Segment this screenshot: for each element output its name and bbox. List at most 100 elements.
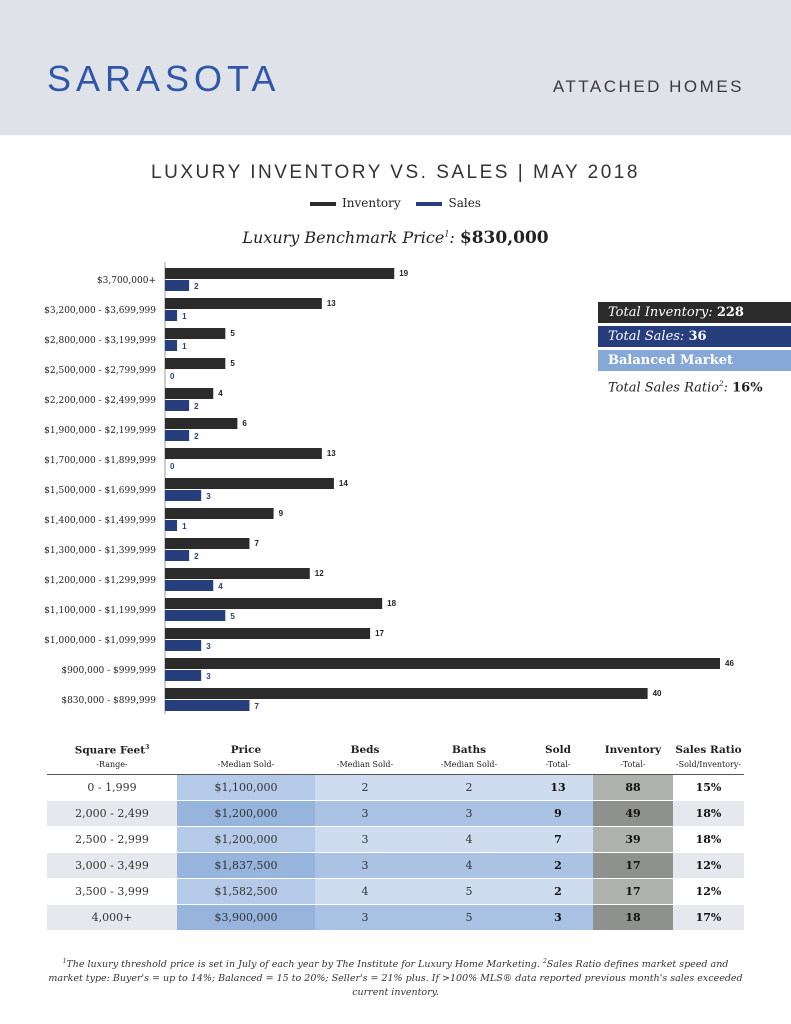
column-subheader: -Total- — [593, 758, 673, 775]
table-row: 2,500 - 2,999 $1,200,000 3 4 7 39 18% — [47, 826, 744, 853]
table-cell: 4,000+ — [47, 904, 177, 931]
column-header-title: Baths — [451, 744, 487, 756]
inventory-data-label: 17 — [375, 629, 384, 638]
inventory-data-label: 12 — [315, 569, 324, 578]
column-header-sup: 3 — [145, 743, 150, 751]
table-cell: 12% — [673, 852, 744, 879]
benchmark-label: Luxury Benchmark Price — [242, 228, 445, 247]
legend-label-inventory: Inventory — [342, 196, 401, 210]
header-banner: SARASOTA ATTACHED HOMES — [0, 0, 791, 135]
sales-data-label: 3 — [206, 642, 211, 651]
column-subheader: -Range- — [47, 758, 177, 775]
sales-bar — [165, 700, 250, 711]
table-row: 0 - 1,999 $1,100,000 2 2 13 88 15% — [47, 774, 744, 801]
inventory-data-label: 46 — [725, 659, 734, 668]
table-cell: $1,837,500 — [177, 852, 315, 879]
total-sales-label: Total Sales: — [608, 329, 685, 344]
sales-data-label: 3 — [206, 672, 211, 681]
sales-data-label: 0 — [170, 372, 175, 381]
table-cell: 4 — [415, 852, 523, 879]
total-inventory-value: 228 — [716, 305, 744, 320]
inventory-data-label: 19 — [399, 269, 408, 278]
market-type-box: Balanced Market — [598, 350, 791, 371]
category-tick-label: $1,000,000 - $1,099,999 — [44, 636, 156, 646]
sales-data-label: 2 — [194, 432, 199, 441]
category-tick-label: $3,700,000+ — [97, 276, 156, 286]
table-header-row: Square Feet3 Price Beds Baths Sold Inventory S… — [47, 740, 744, 758]
sales-data-label: 5 — [230, 612, 235, 621]
table-cell: 2 — [415, 774, 523, 801]
column-header-title: Sold — [545, 744, 571, 756]
inventory-data-label: 7 — [254, 539, 259, 548]
column-header-title: Beds — [350, 744, 380, 756]
sales-data-label: 4 — [218, 582, 223, 591]
inventory-data-label: 13 — [327, 299, 336, 308]
inventory-bar — [165, 418, 238, 429]
column-header-title: Sales Ratio — [675, 744, 742, 756]
sales-bar — [165, 490, 202, 501]
column-header: Price — [177, 740, 315, 758]
total-sales-box: Total Sales: 36 — [598, 326, 791, 347]
table-cell: 17 — [593, 878, 673, 905]
table-cell: 3 — [523, 904, 593, 931]
table-cell: 17% — [673, 904, 744, 931]
sales-data-label: 2 — [194, 282, 199, 291]
chart-legend: Inventory Sales — [0, 196, 791, 210]
table-cell: 3 — [315, 904, 415, 931]
table-row: 3,500 - 3,999 $1,582,500 4 5 2 17 12% — [47, 878, 744, 905]
inventory-bar — [165, 388, 214, 399]
column-header: Sales Ratio — [673, 740, 744, 758]
table-cell: $1,200,000 — [177, 826, 315, 853]
category-tick-label: $2,500,000 - $2,799,999 — [44, 366, 156, 376]
category-tick-label: $1,100,000 - $1,199,999 — [44, 606, 156, 616]
footnote: 1The luxury threshold price is set in Ju… — [47, 955, 744, 1000]
sales-bar — [165, 430, 190, 441]
table-cell: $1,582,500 — [177, 878, 315, 905]
table-cell: 3,500 - 3,999 — [47, 878, 177, 905]
inventory-data-label: 5 — [230, 359, 235, 368]
sales-bar — [165, 310, 178, 321]
footnote-sup-2: 2 — [542, 958, 547, 965]
inventory-bar — [165, 478, 334, 489]
sales-bar — [165, 610, 226, 621]
inventory-bar — [165, 598, 383, 609]
table-cell: 12% — [673, 878, 744, 905]
benchmark-price: Luxury Benchmark Price1: $830,000 — [0, 228, 791, 248]
column-subheader: -Median Sold- — [177, 758, 315, 775]
table-cell: 5 — [415, 904, 523, 931]
column-subheader: -Sold/Inventory- — [673, 758, 744, 775]
sales-ratio-sup: 2 — [719, 380, 724, 388]
sales-ratio-colon: : — [723, 380, 728, 396]
table-cell: 3,000 - 3,499 — [47, 852, 177, 879]
table-cell: 2,500 - 2,999 — [47, 826, 177, 853]
column-header: Inventory — [593, 740, 673, 758]
sales-data-label: 3 — [206, 492, 211, 501]
inventory-data-label: 6 — [242, 419, 247, 428]
footnote-text-1: The luxury threshold price is set in Jul… — [66, 959, 540, 971]
sales-data-label: 1 — [182, 522, 187, 531]
sales-ratio-value: 16% — [732, 380, 763, 396]
inventory-bar — [165, 628, 371, 639]
sales-data-label: 7 — [254, 702, 259, 711]
sales-bar — [165, 640, 202, 651]
table-cell: 2,000 - 2,499 — [47, 800, 177, 827]
category-tick-label: $2,800,000 - $3,199,999 — [44, 336, 156, 346]
category-tick-label: $1,300,000 - $1,399,999 — [44, 546, 156, 556]
inventory-bar — [165, 658, 720, 669]
table-cell: 9 — [523, 800, 593, 827]
stats-table: Square Feet3 Price Beds Baths Sold Inventory S… — [47, 740, 744, 931]
table-cell: 4 — [415, 826, 523, 853]
table-cell: 0 - 1,999 — [47, 774, 177, 801]
category-tick-label: $830,000 - $899,999 — [61, 696, 156, 706]
summary-panel: Total Inventory: 228 Total Sales: 36 Bal… — [598, 302, 791, 398]
legend-label-sales: Sales — [448, 196, 481, 210]
sales-bar — [165, 340, 178, 351]
sales-bar — [165, 580, 214, 591]
sales-ratio-box: Total Sales Ratio2: 16% — [598, 374, 791, 395]
legend-item-sales: Sales — [416, 196, 481, 210]
inventory-data-label: 40 — [653, 689, 662, 698]
inventory-data-label: 13 — [327, 449, 336, 458]
table-cell: 2 — [523, 878, 593, 905]
sales-data-label: 1 — [182, 312, 187, 321]
category-title: ATTACHED HOMES — [552, 77, 744, 96]
